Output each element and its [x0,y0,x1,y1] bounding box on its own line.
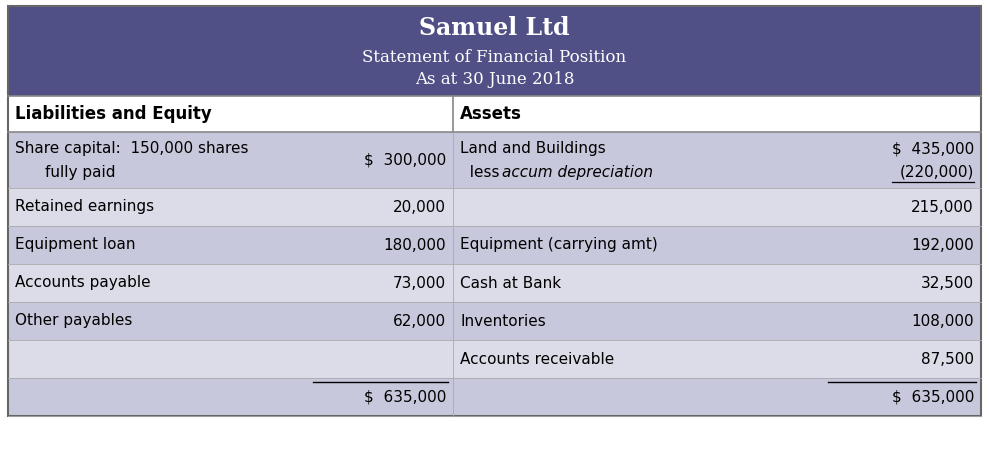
Bar [8,96,981,132]
Text: fully paid: fully paid [45,165,116,180]
Text: Samuel Ltd: Samuel Ltd [419,16,570,40]
Text: 87,500: 87,500 [921,351,974,366]
Bar [8,6,981,96]
Text: 73,000: 73,000 [393,276,446,290]
Text: $  635,000: $ 635,000 [364,389,446,404]
Bar [8,132,981,188]
Text: Equipment loan: Equipment loan [15,238,135,252]
Text: (220,000): (220,000) [900,165,974,180]
Text: Share capital:  150,000 shares: Share capital: 150,000 shares [15,142,248,156]
Text: $  300,000: $ 300,000 [364,153,446,168]
Bar [8,6,981,416]
Text: As at 30 June 2018: As at 30 June 2018 [414,71,575,88]
Text: Cash at Bank: Cash at Bank [460,276,561,290]
Text: 20,000: 20,000 [393,200,446,214]
Text: less: less [460,165,504,180]
Bar [8,188,981,226]
Text: Retained earnings: Retained earnings [15,200,154,214]
Text: Accounts receivable: Accounts receivable [460,351,614,366]
Text: Other payables: Other payables [15,313,133,328]
Bar [8,378,981,416]
Text: 215,000: 215,000 [912,200,974,214]
Text: Inventories: Inventories [460,313,546,328]
Text: Liabilities and Equity: Liabilities and Equity [15,105,212,123]
Text: 62,000: 62,000 [393,313,446,328]
Text: accum depreciation: accum depreciation [502,165,653,180]
Bar [8,226,981,264]
Text: Assets: Assets [460,105,522,123]
Text: $  635,000: $ 635,000 [892,389,974,404]
Bar [8,340,981,378]
Text: 192,000: 192,000 [911,238,974,252]
Bar [8,264,981,302]
Text: Statement of Financial Position: Statement of Financial Position [362,49,627,66]
Text: $  435,000: $ 435,000 [892,142,974,156]
Text: 32,500: 32,500 [921,276,974,290]
Text: Equipment (carrying amt): Equipment (carrying amt) [460,238,658,252]
Text: Accounts payable: Accounts payable [15,276,150,290]
Text: 180,000: 180,000 [384,238,446,252]
Bar [8,302,981,340]
Text: 108,000: 108,000 [912,313,974,328]
Text: Land and Buildings: Land and Buildings [460,142,605,156]
